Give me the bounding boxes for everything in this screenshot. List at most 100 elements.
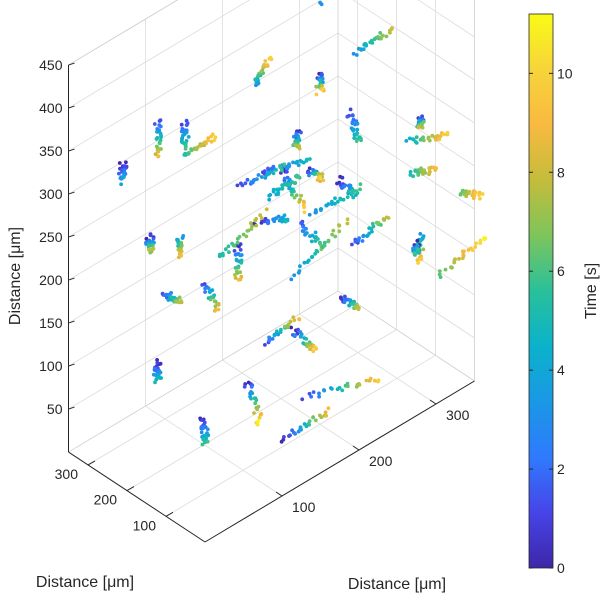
- scatter-point: [348, 183, 353, 188]
- scatter-point: [209, 139, 214, 144]
- scatter-point: [370, 221, 375, 226]
- scatter-point: [179, 299, 184, 303]
- scatter-point: [203, 433, 208, 438]
- scatter-point: [307, 419, 312, 423]
- scatter-point: [249, 227, 254, 231]
- z-axis-label: Distance [μm]: [7, 227, 24, 325]
- scatter-point: [242, 384, 247, 389]
- scatter-point: [251, 178, 256, 183]
- scatter-point: [250, 391, 255, 396]
- scatter-point: [307, 212, 312, 217]
- scatter-point: [177, 295, 182, 300]
- scatter-point: [306, 170, 310, 175]
- scatter-point: [416, 247, 420, 252]
- scatter-point: [298, 264, 302, 269]
- scatter-point: [355, 127, 360, 132]
- scatter-point: [200, 283, 205, 287]
- grid-line-z: [352, 0, 475, 81]
- scatter-point: [315, 249, 320, 254]
- scatter-point: [122, 164, 127, 168]
- scatter-point: [287, 164, 292, 169]
- scatter-point: [437, 269, 442, 273]
- scatter-point: [351, 127, 356, 132]
- scatter-point: [157, 141, 162, 146]
- z-tick-label: 450: [39, 57, 63, 73]
- scatter-point: [453, 257, 457, 262]
- scatter-point: [165, 293, 170, 297]
- z-tick-label: 300: [39, 186, 63, 202]
- scatter-point: [263, 59, 268, 63]
- scatter-point: [295, 159, 299, 164]
- scatter-point: [283, 219, 288, 224]
- y-axis-line: [68, 451, 206, 543]
- tick-labels: 50 100 150 200 250 300 350 400 450 100 200 300 100 20…: [39, 57, 469, 533]
- scatter-point: [350, 120, 355, 124]
- scatter-point: [474, 241, 478, 246]
- colorbar-gradient: [528, 13, 554, 569]
- z-tick-mark: [68, 191, 75, 195]
- scatter-point: [417, 118, 422, 123]
- scatter-point: [367, 231, 372, 236]
- scatter-point: [348, 107, 353, 112]
- scatter-point: [298, 334, 303, 339]
- scatter-point: [182, 153, 187, 157]
- scatter-point: [232, 243, 237, 248]
- scatter-point: [186, 135, 191, 139]
- scatter-point: [159, 147, 163, 151]
- scatter-point: [216, 307, 221, 312]
- scatter-point: [121, 175, 125, 180]
- z-tick-label: 250: [39, 229, 63, 245]
- scatter-point: [345, 221, 350, 226]
- scatter-point: [293, 431, 297, 436]
- scatter-point: [317, 391, 321, 396]
- scatter-point: [236, 265, 241, 270]
- scatter-point: [179, 129, 184, 134]
- scatter-point: [253, 77, 258, 82]
- scatter-point: [223, 247, 228, 252]
- scatter-point: [324, 413, 329, 418]
- scatter-point: [169, 291, 174, 295]
- scatter-point: [375, 221, 380, 225]
- x-tick-label: 100: [292, 499, 316, 515]
- scatter-point: [309, 394, 313, 399]
- scatter-point: [151, 236, 156, 241]
- scatter-point: [211, 295, 216, 300]
- scatter-point: [150, 243, 155, 248]
- scatter-point: [360, 239, 365, 243]
- scatter-point: [335, 181, 339, 186]
- z-tick-mark: [68, 406, 75, 410]
- scatter-point: [301, 229, 306, 234]
- scatter-point: [414, 135, 419, 140]
- scatter-point: [316, 237, 320, 241]
- scatter-point: [146, 243, 151, 248]
- scatter-point: [314, 208, 318, 212]
- scatter-point: [311, 349, 316, 354]
- scatter-point: [220, 251, 225, 256]
- scatter-point: [354, 132, 359, 137]
- scatter-point: [200, 418, 205, 422]
- scatter-point: [308, 157, 312, 161]
- scatter-point: [299, 193, 303, 198]
- scatter-point: [421, 172, 425, 176]
- scatter-point: [238, 270, 243, 275]
- grid-line-z: [68, 32, 339, 195]
- scatter-point: [240, 183, 245, 188]
- scatter-point: [320, 172, 325, 176]
- scatter-point: [226, 244, 231, 249]
- scatter-point: [326, 202, 331, 206]
- scatter-point: [155, 149, 160, 154]
- scatter-point: [416, 251, 421, 255]
- scatter-point: [122, 167, 127, 172]
- scatter-point: [449, 265, 454, 270]
- scatter-point: [243, 181, 248, 186]
- scatter-point: [321, 178, 326, 183]
- scatter-point: [317, 413, 322, 418]
- scatter-point: [208, 297, 213, 302]
- scatter-point: [271, 171, 276, 176]
- scatter-point: [463, 191, 467, 196]
- scatter-point: [355, 304, 360, 308]
- scatter-point: [408, 170, 413, 174]
- colorbar-tick-label: 2: [557, 461, 565, 477]
- scatter-point: [277, 187, 281, 192]
